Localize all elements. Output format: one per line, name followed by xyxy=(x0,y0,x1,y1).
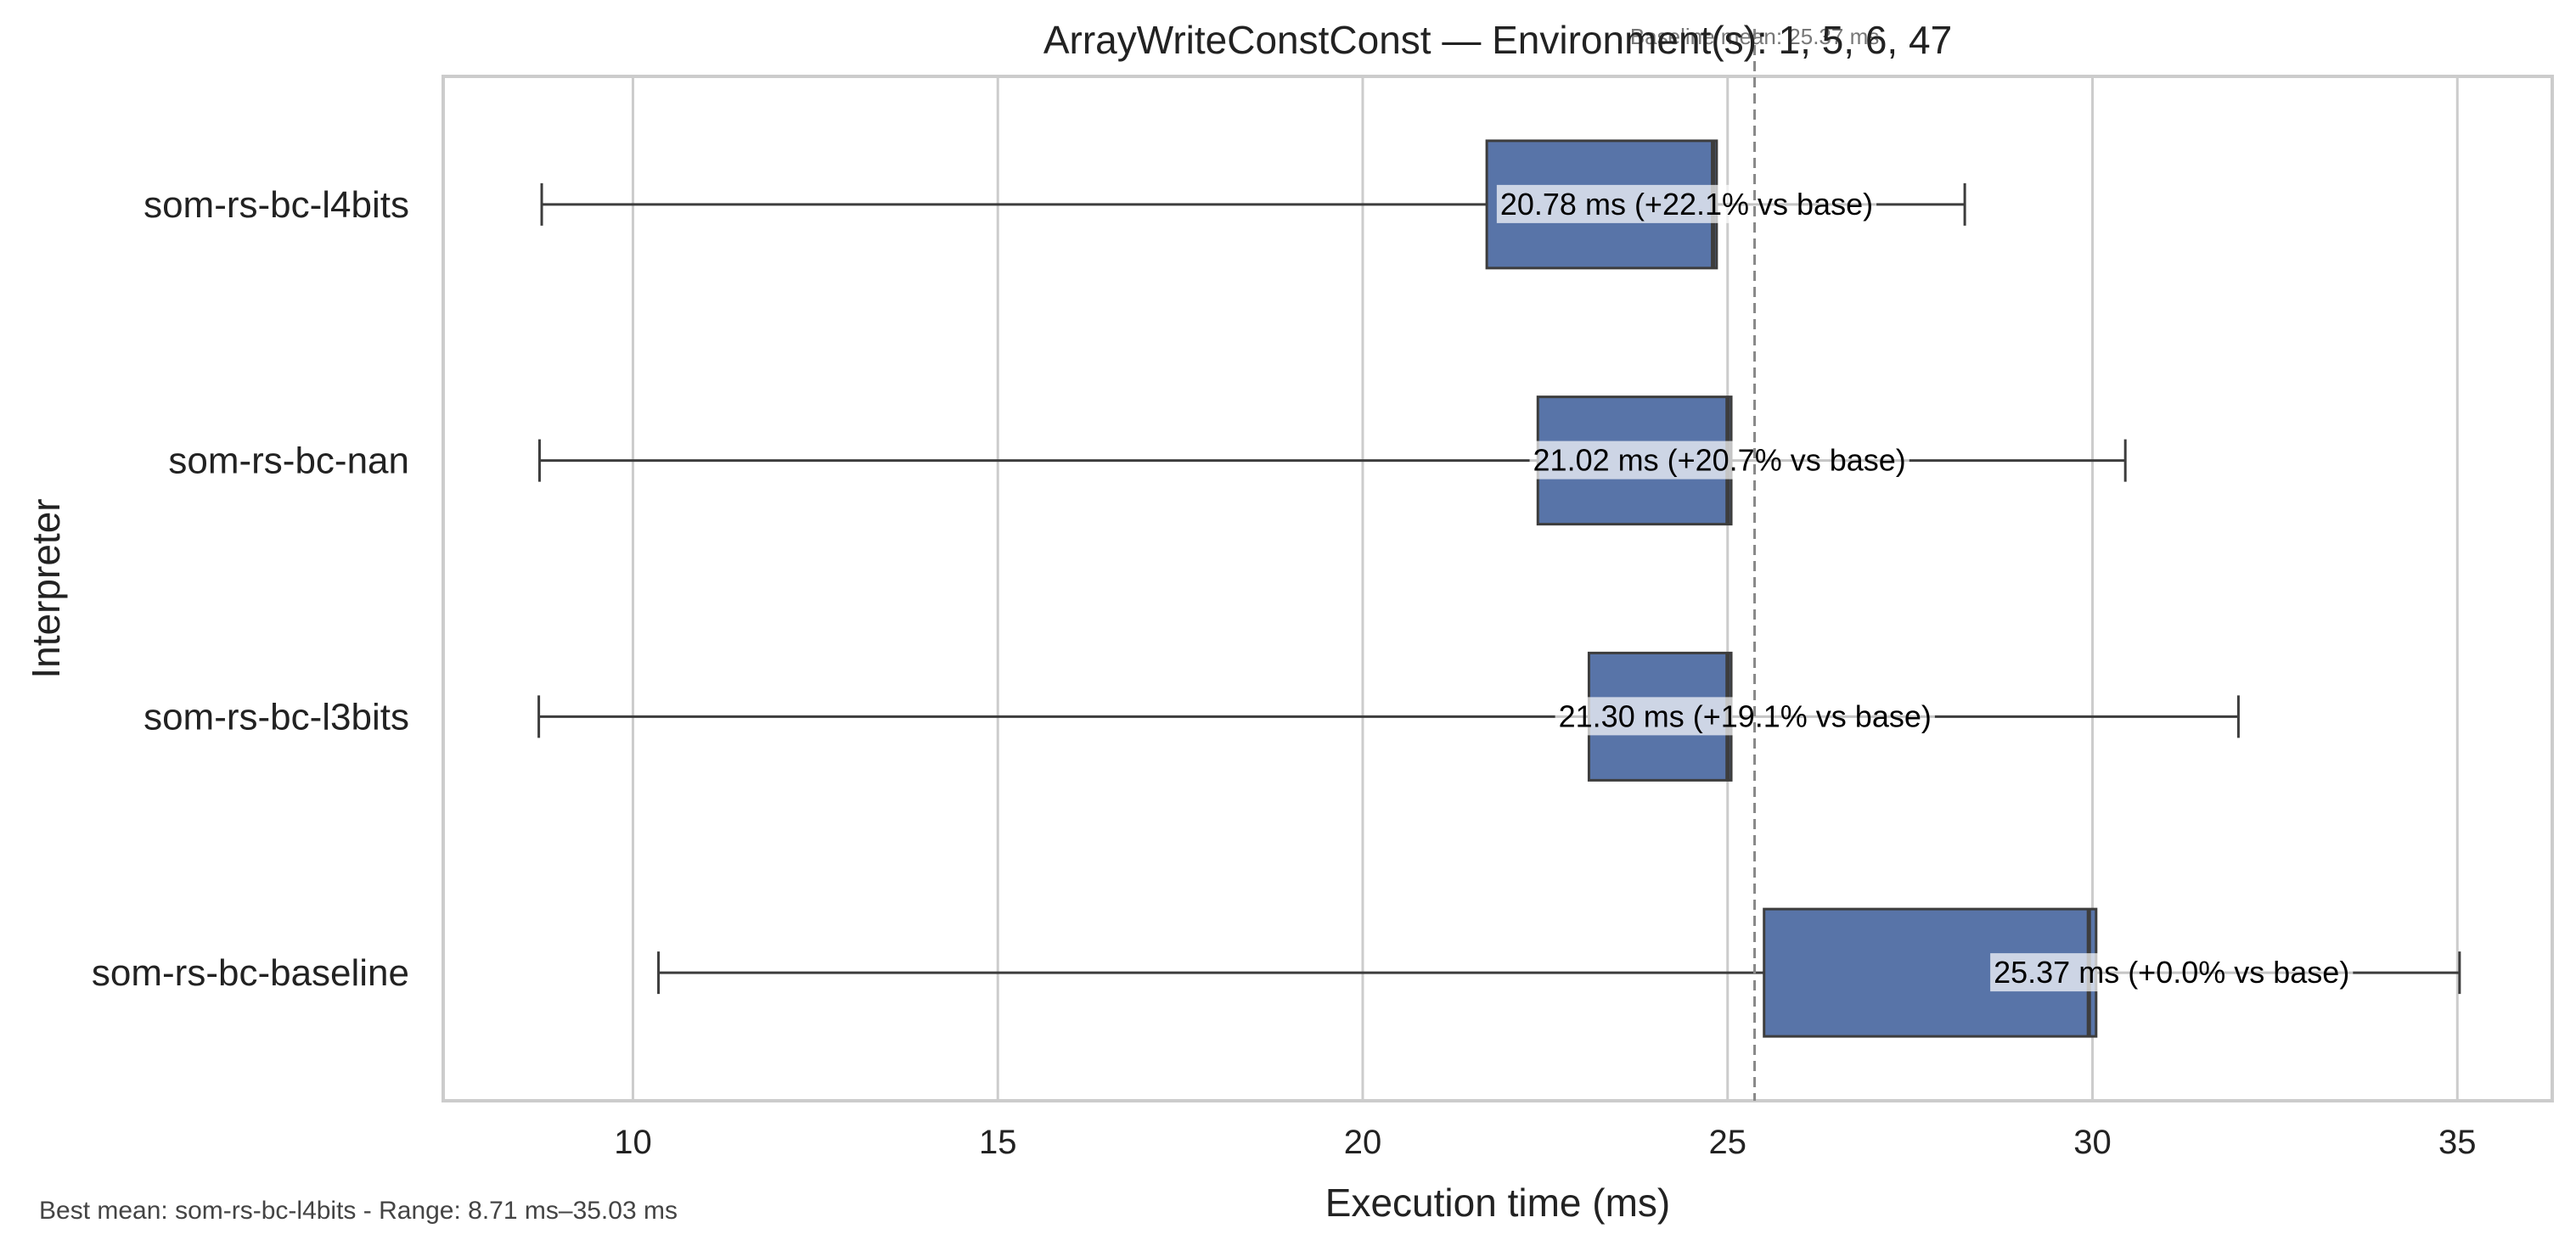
y-tick-labels: som-rs-bc-l4bits som-rs-bc-nan som-rs-bc-l… xyxy=(92,184,409,994)
footnote: Best mean: som-rs-bc-l4bits - Range: 8.7… xyxy=(39,1197,678,1225)
x-tick-labels: 10 15 20 25 30 35 xyxy=(614,1124,2476,1161)
x-tick-label: 35 xyxy=(2438,1124,2477,1161)
x-tick-label: 10 xyxy=(614,1124,652,1161)
y-tick-label: som-rs-bc-nan xyxy=(168,440,409,482)
mean-annotation-background xyxy=(1496,184,1877,223)
mean-annotation-background xyxy=(1555,697,1935,736)
mean-annotation: 21.30 ms (+19.1% vs base) xyxy=(1559,698,1932,733)
y-axis-label: Interpreter xyxy=(24,498,68,678)
x-tick-label: 25 xyxy=(1708,1124,1746,1161)
y-tick-label: som-rs-bc-baseline xyxy=(92,952,409,994)
box-som-rs-bc-nan: 21.02 ms (+20.7% vs base) xyxy=(537,395,2127,526)
y-tick-label: som-rs-bc-l3bits xyxy=(143,696,409,738)
box-plots: 20.78 ms (+22.1% vs base) 21.02 ms (+20.7… xyxy=(537,139,2461,1038)
x-tick-label: 20 xyxy=(1344,1124,1382,1161)
x-axis-label: Execution time (ms) xyxy=(1325,1181,1670,1225)
chart-title: ArrayWriteConstConst — Environment(s): 1… xyxy=(1043,18,1952,62)
grid-lines xyxy=(631,76,2459,1101)
baseline-label: Baseline mean: 25.37 ms xyxy=(1630,24,1879,49)
box-som-rs-bc-l3bits: 21.30 ms (+19.1% vs base) xyxy=(537,651,2240,782)
plot-frame xyxy=(442,75,2554,1102)
box-som-rs-bc-l4bits: 20.78 ms (+22.1% vs base) xyxy=(540,139,1966,270)
y-tick-label: som-rs-bc-l4bits xyxy=(143,184,409,226)
x-tick-label: 15 xyxy=(979,1124,1017,1161)
mean-annotation: 21.02 ms (+20.7% vs base) xyxy=(1533,443,1906,478)
mean-annotation-background xyxy=(1990,953,2354,992)
mean-annotation: 20.78 ms (+22.1% vs base) xyxy=(1500,187,1873,222)
mean-annotation-background xyxy=(1529,440,1910,480)
x-tick-label: 30 xyxy=(2073,1124,2112,1161)
mean-annotation: 25.37 ms (+0.0% vs base) xyxy=(1994,955,2349,990)
box-som-rs-bc-baseline: 25.37 ms (+0.0% vs base) xyxy=(657,907,2461,1038)
